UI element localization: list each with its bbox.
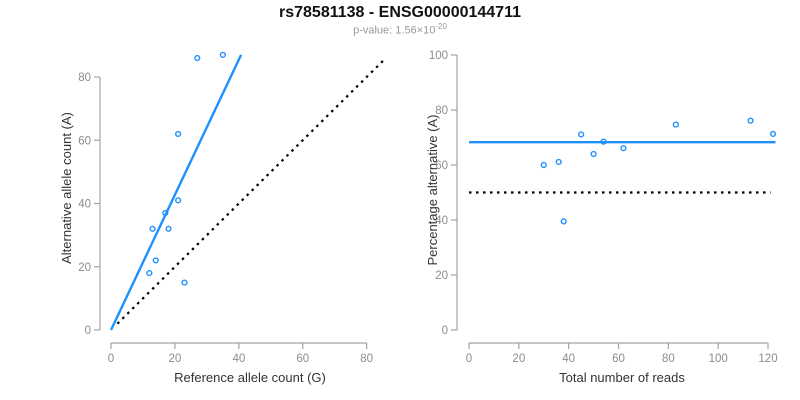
pvalue-subtitle: p-value: 1.56×10-20	[0, 22, 800, 37]
y-tick-label: 20	[435, 270, 448, 282]
left-x-axis-title: Reference allele count (G)	[174, 370, 326, 385]
data-point	[219, 51, 226, 58]
data-point	[181, 279, 188, 286]
data-point	[590, 150, 597, 158]
x-tick-label: 0	[466, 353, 472, 365]
x-tick-label: 0	[108, 353, 114, 365]
x-tick-label: 20	[169, 353, 182, 365]
y-tick-label: 20	[78, 262, 91, 274]
pvalue-exponent: -20	[435, 22, 447, 31]
data-point	[175, 197, 182, 204]
y-tick-label: 80	[435, 105, 448, 117]
regression-line	[109, 54, 243, 331]
data-point	[149, 225, 156, 232]
data-point	[747, 117, 754, 124]
right-x-axis-title: Total number of reads	[559, 370, 685, 385]
data-point	[672, 121, 679, 128]
data-point	[769, 130, 777, 138]
x-tick-label: 40	[232, 353, 245, 365]
x-tick-label: 120	[758, 353, 777, 365]
identity-line	[116, 57, 387, 325]
data-point	[600, 138, 607, 145]
x-tick-label: 60	[296, 353, 309, 365]
percentage-plot: 0 20 40 60 80 100 0 20 40 60 80 100 120	[429, 50, 778, 365]
y-tick-label: 100	[429, 50, 448, 62]
y-tick-label: 80	[78, 72, 91, 84]
data-point	[175, 130, 182, 138]
allele-count-plot: 0 20 40 60 80 0 20 40 60 80	[78, 51, 387, 365]
pvalue-text: p-value: 1.56×10	[353, 24, 436, 37]
x-tick-label: 20	[512, 353, 525, 365]
y-tick-label: 60	[78, 135, 91, 147]
x-tick-label: 60	[612, 353, 625, 365]
data-point	[620, 145, 627, 152]
data-point	[152, 257, 159, 264]
data-point	[146, 269, 153, 277]
x-tick-label: 80	[662, 353, 675, 365]
data-point	[194, 54, 201, 62]
x-tick-label: 100	[709, 353, 728, 365]
y-tick-label: 0	[442, 325, 448, 337]
data-point	[555, 158, 562, 166]
page-title: rs78581138 - ENSG00000144711	[279, 4, 521, 21]
data-point	[165, 225, 172, 232]
y-tick-label: 0	[85, 325, 91, 337]
y-tick-label: 40	[78, 199, 91, 211]
x-tick-label: 80	[360, 353, 373, 365]
data-point	[162, 209, 169, 217]
data-point	[578, 131, 585, 138]
data-point	[560, 218, 567, 225]
data-point	[540, 161, 547, 169]
y-tick-label: 40	[435, 215, 448, 227]
x-tick-label: 40	[562, 353, 575, 365]
y-tick-label: 60	[435, 160, 448, 172]
